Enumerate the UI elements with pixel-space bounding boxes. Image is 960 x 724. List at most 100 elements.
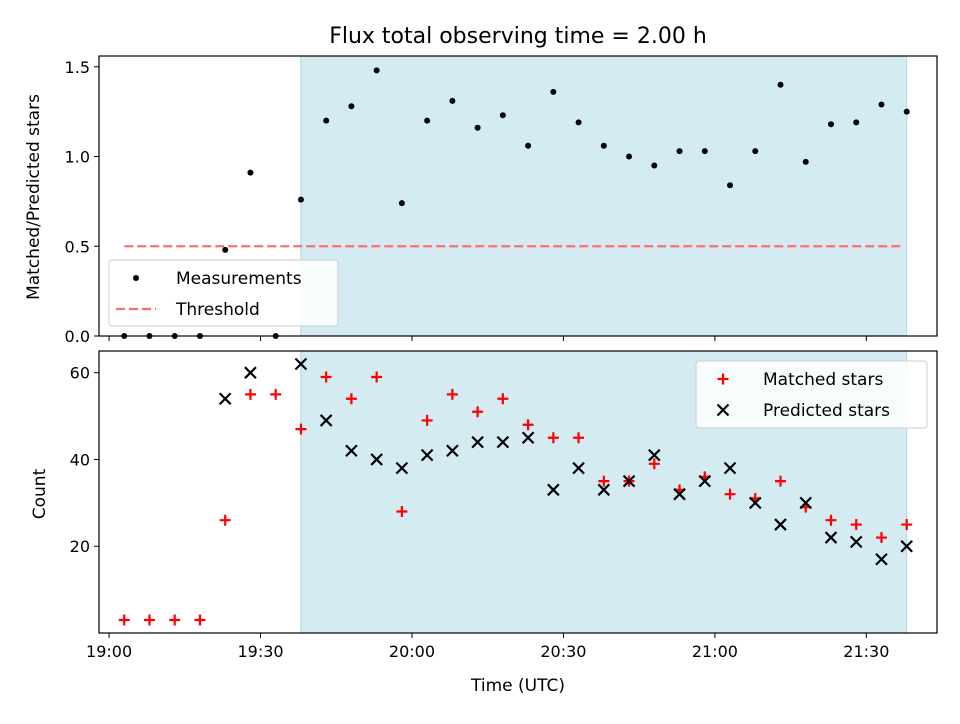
top-panel: 0.0 0.5 1.0 1.5 (65, 55, 938, 346)
predicted-stars-point (622, 474, 636, 488)
x-tick-label: 20:00 (389, 642, 435, 661)
measurement-point (424, 117, 431, 124)
predicted-stars-point (420, 448, 434, 462)
predicted-stars-point (849, 535, 863, 549)
predicted-stars-point (319, 414, 333, 427)
bottom-y-tick-label: 40 (70, 450, 90, 469)
top-y-tick-label: 1.5 (65, 58, 90, 77)
matched-stars-point (598, 475, 610, 487)
predicted-stars-point (496, 435, 510, 449)
matched-stars-point (775, 475, 787, 487)
bottom-legend: Matched stars Predicted stars (695, 360, 928, 429)
predicted-stars-point (345, 444, 358, 458)
matched-stars-point (396, 506, 408, 518)
measurement-point (474, 124, 481, 131)
measurement-point (727, 182, 734, 189)
matched-stars-point (320, 371, 332, 383)
legend-label: Threshold (175, 300, 260, 320)
top-legend: Measurements Threshold (108, 259, 339, 327)
x-tick-label: 20:30 (540, 642, 586, 661)
matched-stars-point (446, 388, 458, 400)
matched-stars-point (825, 514, 837, 526)
bottom-series-matched-stars (118, 371, 913, 626)
predicted-stars-point (294, 357, 308, 371)
matched-stars-point (244, 388, 256, 400)
measurement-point (827, 121, 834, 128)
measurement-point (398, 200, 405, 207)
measurement-point (903, 108, 910, 115)
top-y-tick-label: 0.5 (65, 237, 90, 256)
bottom-axes-frame (98, 350, 938, 634)
measurement-point (499, 112, 506, 119)
legend-label: Matched stars (763, 370, 883, 390)
measurement-point (878, 101, 885, 108)
matched-stars-point (345, 393, 357, 405)
predicted-stars-point (648, 448, 661, 462)
legend-label: Predicted stars (763, 401, 890, 421)
matched-stars-point (421, 414, 433, 426)
bottom-y-tick-label: 20 (70, 537, 90, 556)
predicted-stars-point (875, 552, 888, 566)
predicted-stars-point (673, 487, 686, 501)
top-axes-frame (98, 55, 938, 337)
predicted-stars-point (395, 461, 409, 475)
predicted-stars-point (471, 435, 484, 449)
measurement-point (575, 119, 582, 126)
measurement-point (373, 67, 380, 74)
measurement-point (600, 142, 607, 149)
measurement-point (323, 117, 330, 124)
measurement-point (222, 246, 229, 253)
x-axis-label: Time (UTC) (470, 676, 565, 696)
legend-predicted-marker (716, 403, 730, 417)
top-y-tick-label: 1.0 (65, 148, 90, 167)
measurement-point (550, 88, 557, 95)
chart-title: Flux total observing time = 2.00 h (329, 24, 707, 49)
legend-label: Measurements (176, 269, 302, 289)
matched-stars-point (875, 532, 887, 544)
matched-stars-point (219, 514, 231, 526)
measurement-point (853, 119, 860, 126)
predicted-stars-point (774, 518, 787, 531)
predicted-stars-point (218, 392, 232, 406)
measurement-point (676, 148, 683, 155)
measurement-point (525, 142, 532, 149)
predicted-stars-point (597, 483, 611, 497)
measurement-point (651, 162, 658, 169)
bottom-y-tick-label: 60 (70, 364, 90, 383)
matched-stars-point (118, 614, 130, 626)
x-tick-label: 19:30 (237, 642, 283, 661)
bottom-legend-box (695, 360, 928, 429)
legend-measurements-marker (133, 275, 139, 281)
measurement-point (247, 169, 254, 176)
matched-stars-point (295, 423, 307, 435)
measurement-point (626, 153, 633, 160)
predicted-stars-point (572, 461, 585, 475)
measurement-point (701, 148, 708, 155)
matched-stars-point (497, 393, 509, 405)
matched-stars-point (648, 458, 660, 470)
predicted-stars-point (900, 539, 913, 553)
matched-stars-point (850, 519, 862, 531)
x-tick-label: 19:00 (86, 642, 132, 661)
measurement-point (449, 97, 456, 104)
matched-stars-point (901, 519, 913, 531)
predicted-stars-point (547, 483, 560, 497)
measurement-point (777, 81, 784, 88)
measurement-point (802, 158, 809, 165)
matched-stars-point (194, 614, 206, 626)
predicted-stars-point (698, 474, 712, 488)
predicted-stars-point (244, 366, 257, 379)
predicted-stars-point (370, 453, 383, 466)
bottom-y-axis-label: Count (30, 468, 50, 519)
predicted-stars-point (723, 461, 737, 475)
x-tick-label: 21:00 (692, 642, 738, 661)
predicted-stars-point (446, 444, 459, 458)
predicted-stars-point (521, 431, 535, 445)
predicted-stars-point (748, 496, 762, 510)
top-observing-window (300, 55, 908, 337)
matched-stars-point (169, 614, 181, 626)
measurement-point (297, 196, 304, 203)
x-tick-label: 21:30 (843, 642, 889, 661)
legend-matched-marker (717, 373, 729, 385)
